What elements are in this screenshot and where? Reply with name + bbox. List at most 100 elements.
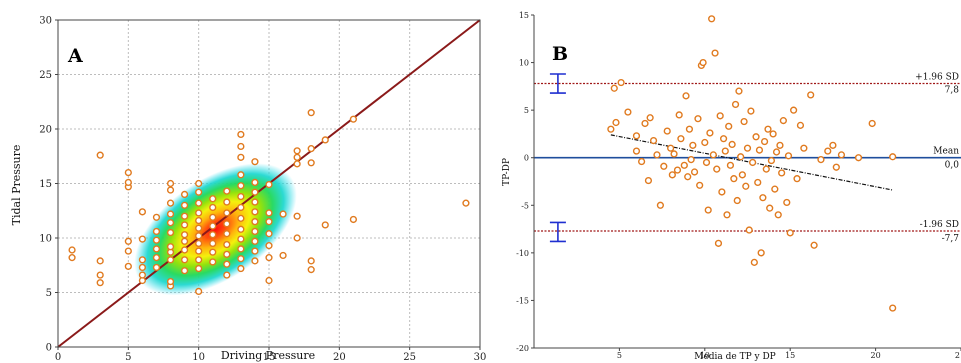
panel-a-point — [195, 287, 203, 296]
panel-b-point — [760, 137, 769, 146]
panel-b-point — [716, 112, 724, 120]
panel-a-point — [181, 237, 189, 245]
panel-a-point — [265, 209, 273, 217]
panel-a-y-tick-label: 0 — [46, 343, 52, 354]
panel-b-upper-loa-label: +1.96 SD — [915, 73, 959, 83]
panel-a-point — [349, 115, 358, 123]
panel-a-point — [237, 171, 245, 179]
panel-a-point — [237, 255, 245, 263]
panel-a-x-tick-label: 25 — [403, 352, 416, 363]
panel-a-point — [307, 109, 315, 117]
panel-a-point — [181, 190, 189, 199]
panel-b-y-ticks: 15 10 5 0 -5 -10 -15 -20 — [516, 11, 534, 353]
panel-a-point — [279, 210, 287, 218]
panel-b-y-tick-label: 5 — [524, 106, 529, 115]
panel-b-point — [702, 158, 711, 167]
panel-b-point — [800, 144, 808, 152]
panel-b-point — [684, 173, 692, 181]
panel-b-point — [667, 144, 675, 152]
panel-b-point — [754, 178, 762, 187]
panel-a-point — [124, 247, 132, 255]
panel-b-x-tick-label: 15 — [785, 351, 795, 360]
panel-b-y-tick-label: -15 — [516, 296, 529, 305]
panel-a-point — [166, 228, 175, 237]
panel-a-point — [209, 213, 217, 221]
panel-b-point — [632, 147, 641, 155]
panel-a-x-tick-label: 0 — [55, 352, 61, 363]
panel-a-point — [237, 153, 245, 161]
panel-a-point — [195, 256, 203, 264]
panel-b-lower-loa-value: -7,7 — [942, 234, 960, 244]
panel-b-point — [685, 125, 694, 133]
panel-a-point — [293, 234, 301, 242]
panel-b-point — [718, 188, 726, 196]
panel-a-point — [138, 271, 147, 279]
panel-b-point — [832, 163, 840, 171]
panel-a-point — [251, 198, 259, 206]
panel-b-point — [740, 117, 748, 126]
panel-a-point — [96, 151, 104, 159]
panel-a-point — [237, 182, 245, 190]
panel-a-density-overlay — [134, 163, 297, 296]
panel-b-point — [682, 92, 690, 100]
panel-b-point — [762, 165, 770, 173]
panel-a-point — [181, 201, 189, 209]
panel-b-point — [733, 196, 741, 205]
panel-b-point — [649, 136, 658, 145]
panel-a-point — [265, 242, 273, 250]
panel-b-x-tick-label: 10 — [700, 351, 710, 360]
panel-b-point — [755, 146, 764, 154]
panel-b-point — [790, 106, 798, 114]
panel-b-point — [696, 181, 704, 189]
panel-a-y-tick-label: 25 — [39, 70, 52, 81]
panel-b-point — [747, 107, 755, 115]
panel-b-point — [687, 156, 695, 164]
panel-b-point — [766, 204, 774, 212]
panel-b-point — [701, 138, 709, 147]
panel-a-point — [209, 231, 217, 239]
panel-a-point — [223, 198, 231, 206]
panel-a-point — [152, 236, 161, 244]
panel-a-point — [96, 271, 104, 279]
panel-a-point — [195, 232, 203, 240]
panel-a-point — [124, 178, 132, 187]
panel-a-point — [195, 216, 203, 225]
panel-a-y-label: Tidal Pressure — [10, 145, 23, 226]
panel-a-point — [195, 179, 203, 188]
panel-b-point — [783, 198, 791, 207]
panel-a-point — [279, 251, 287, 260]
panel-b-point — [824, 147, 832, 155]
panel-b-point — [817, 156, 825, 164]
panel-a-point — [166, 278, 175, 286]
panel-a-point — [209, 222, 217, 230]
panel-a-point — [166, 186, 175, 194]
panel-b-x-tick-label: 5 — [617, 351, 622, 360]
panel-a-x-tick-label: 10 — [192, 352, 205, 363]
panel-b-point — [644, 176, 653, 185]
panel-a-point — [251, 218, 259, 226]
panel-b-point — [708, 15, 716, 23]
panel-b-point — [735, 87, 743, 95]
panel-a-point — [195, 247, 203, 255]
panel-a-point — [307, 145, 315, 153]
panel-b-point — [632, 132, 641, 140]
panel-a-point — [237, 142, 245, 151]
panel-b-y-tick-label: -20 — [516, 344, 529, 353]
panel-a-point — [124, 237, 132, 245]
panel-a-point — [223, 271, 231, 279]
panel-b-point — [675, 111, 683, 119]
panel-a-point — [293, 147, 301, 155]
panel-a-point — [293, 153, 301, 161]
panel-a-point — [349, 215, 358, 224]
panel-b-point — [610, 84, 618, 92]
panel-a-x-tick-label: 15 — [263, 352, 276, 363]
panel-a-point — [68, 246, 76, 254]
panel-a-x-ticks: 0 5 10 15 20 25 30 — [55, 347, 486, 363]
panel-a-point — [195, 209, 203, 217]
panel-a-point — [251, 208, 259, 216]
panel-b-point — [889, 304, 897, 312]
panel-a-points — [68, 109, 470, 296]
panel-b-point — [719, 135, 728, 143]
panel-b-x-ticks: 5 10 15 20 2 — [617, 348, 961, 360]
panel-a-point — [321, 136, 329, 144]
